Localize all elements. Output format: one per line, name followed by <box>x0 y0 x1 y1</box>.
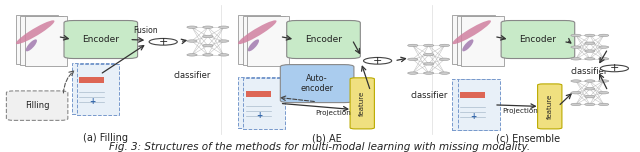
Text: Fig. 3: Structures of the methods for multi-modal learning with missing modality: Fig. 3: Structures of the methods for mu… <box>109 142 531 152</box>
Circle shape <box>585 42 595 44</box>
Text: +: + <box>610 63 619 73</box>
Circle shape <box>408 44 418 47</box>
Ellipse shape <box>248 39 259 51</box>
Text: Encoder: Encoder <box>83 35 119 44</box>
FancyBboxPatch shape <box>287 21 360 59</box>
Circle shape <box>598 80 609 82</box>
Ellipse shape <box>452 20 491 44</box>
Text: Filling: Filling <box>25 101 49 110</box>
Circle shape <box>218 26 229 28</box>
FancyBboxPatch shape <box>238 15 280 64</box>
Circle shape <box>571 103 581 106</box>
Circle shape <box>585 103 595 106</box>
Circle shape <box>571 80 581 82</box>
FancyBboxPatch shape <box>461 16 504 66</box>
Text: Auto-
encoder: Auto- encoder <box>301 74 333 93</box>
Circle shape <box>440 44 450 47</box>
Text: feature: feature <box>359 91 365 116</box>
Circle shape <box>364 57 392 64</box>
Circle shape <box>218 40 229 42</box>
Circle shape <box>598 92 609 94</box>
Circle shape <box>187 26 197 28</box>
FancyBboxPatch shape <box>238 77 280 128</box>
Circle shape <box>585 34 595 37</box>
FancyBboxPatch shape <box>6 91 68 120</box>
Circle shape <box>598 58 609 60</box>
FancyBboxPatch shape <box>64 21 138 59</box>
FancyBboxPatch shape <box>72 63 114 114</box>
Text: +: + <box>256 111 262 120</box>
Circle shape <box>598 103 609 106</box>
FancyBboxPatch shape <box>20 16 63 65</box>
Text: +: + <box>159 37 168 47</box>
Circle shape <box>408 58 418 60</box>
FancyBboxPatch shape <box>247 16 289 66</box>
FancyBboxPatch shape <box>25 16 67 66</box>
Ellipse shape <box>238 20 276 44</box>
Text: (c) Ensemble: (c) Ensemble <box>496 133 560 143</box>
Bar <box>79 77 104 83</box>
Text: Projection: Projection <box>502 108 538 114</box>
Circle shape <box>203 54 213 56</box>
FancyBboxPatch shape <box>458 79 500 130</box>
Circle shape <box>440 72 450 74</box>
Circle shape <box>424 63 434 65</box>
Circle shape <box>187 40 197 42</box>
Circle shape <box>585 88 595 90</box>
FancyBboxPatch shape <box>16 15 58 64</box>
Text: classifier: classifier <box>173 71 211 81</box>
Circle shape <box>571 92 581 94</box>
Text: classifier: classifier <box>410 91 447 100</box>
Circle shape <box>571 46 581 48</box>
Text: +: + <box>373 56 382 66</box>
FancyBboxPatch shape <box>452 79 495 130</box>
Circle shape <box>203 35 213 38</box>
FancyBboxPatch shape <box>457 16 499 65</box>
Circle shape <box>149 38 177 45</box>
FancyBboxPatch shape <box>350 78 374 129</box>
Text: Fusion: Fusion <box>134 26 158 35</box>
Text: +: + <box>470 112 477 121</box>
Text: classifier: classifier <box>570 67 607 76</box>
Circle shape <box>424 72 434 74</box>
Text: feature: feature <box>547 94 553 119</box>
Circle shape <box>408 72 418 74</box>
Ellipse shape <box>26 39 37 51</box>
Bar <box>460 92 485 98</box>
Circle shape <box>571 34 581 37</box>
Circle shape <box>585 80 595 82</box>
Circle shape <box>424 44 434 47</box>
Text: Encoder: Encoder <box>305 35 342 44</box>
Circle shape <box>424 54 434 56</box>
FancyBboxPatch shape <box>501 21 575 59</box>
Circle shape <box>598 46 609 48</box>
Text: Encoder: Encoder <box>520 35 556 44</box>
Text: (a) Filling: (a) Filling <box>83 133 128 143</box>
Circle shape <box>571 58 581 60</box>
Circle shape <box>585 58 595 60</box>
Circle shape <box>598 34 609 37</box>
FancyBboxPatch shape <box>452 15 495 64</box>
Circle shape <box>585 95 595 98</box>
Circle shape <box>600 65 628 72</box>
Text: +: + <box>90 97 96 106</box>
Circle shape <box>585 50 595 52</box>
FancyBboxPatch shape <box>243 78 285 129</box>
Circle shape <box>203 44 213 47</box>
Circle shape <box>187 54 197 56</box>
Circle shape <box>440 58 450 60</box>
FancyBboxPatch shape <box>77 64 119 115</box>
Bar <box>246 91 271 97</box>
Circle shape <box>203 26 213 28</box>
Circle shape <box>218 54 229 56</box>
FancyBboxPatch shape <box>280 65 354 103</box>
Ellipse shape <box>462 39 474 51</box>
Text: Projection: Projection <box>315 110 351 116</box>
FancyBboxPatch shape <box>538 84 562 129</box>
FancyBboxPatch shape <box>243 16 285 65</box>
Text: (b) AE: (b) AE <box>312 133 341 143</box>
Ellipse shape <box>16 20 54 44</box>
